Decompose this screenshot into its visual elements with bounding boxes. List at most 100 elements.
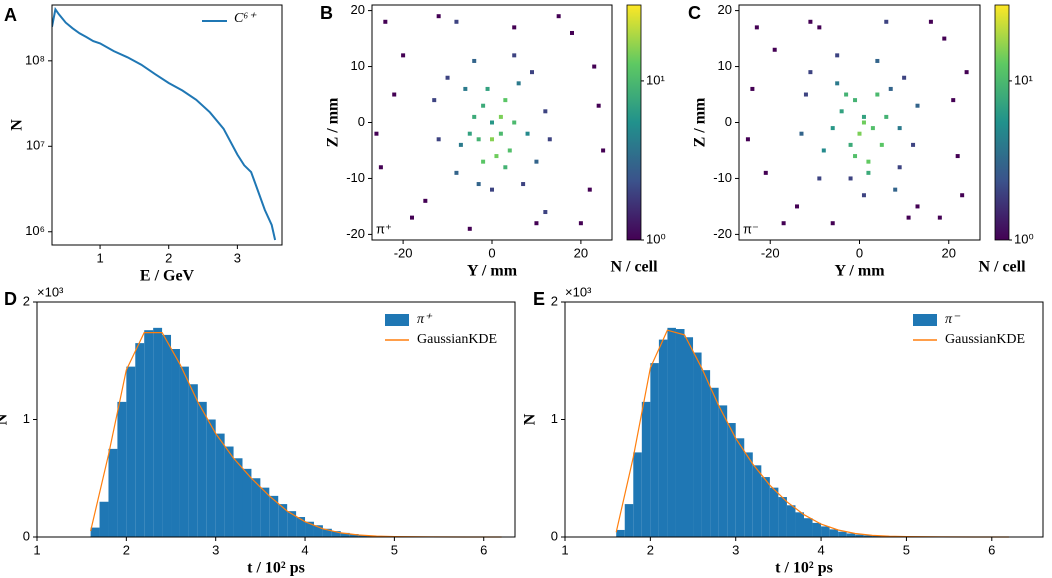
histogram-bar bbox=[233, 458, 243, 537]
histogram-bar bbox=[322, 528, 332, 537]
scatter-point bbox=[808, 70, 813, 75]
scatter-point bbox=[512, 120, 517, 125]
scatter-point bbox=[830, 126, 835, 131]
scatter-point bbox=[848, 142, 853, 147]
scatter-point bbox=[530, 70, 534, 75]
x-tick-label: 2 bbox=[123, 542, 130, 557]
panel: A C⁶⁺ 1 2 3 10⁶ 10⁷ 10⁸ E / GeV N bbox=[4, 4, 283, 285]
histogram-bar bbox=[126, 366, 136, 537]
scatter-point bbox=[803, 92, 808, 97]
scatter-point bbox=[839, 109, 844, 114]
y-offset-label: ×10³ bbox=[565, 284, 592, 299]
y-tick-label: -20 bbox=[713, 226, 732, 241]
scatter-point bbox=[481, 103, 486, 108]
scatter-point bbox=[817, 176, 822, 181]
kde-line bbox=[615, 329, 1009, 538]
y-tick-label: 2 bbox=[551, 293, 558, 308]
scatter-point bbox=[454, 170, 459, 175]
panel-letter: A bbox=[4, 5, 17, 25]
x-axis-label: Y / mm bbox=[467, 263, 518, 280]
scatter-point bbox=[857, 131, 862, 136]
y-tick-label: 0 bbox=[23, 528, 30, 543]
y-axis-label: N bbox=[522, 413, 539, 425]
histogram-bar bbox=[693, 352, 702, 537]
scatter-point bbox=[861, 193, 866, 198]
scatter-point bbox=[750, 86, 755, 91]
histogram-bar bbox=[624, 504, 634, 537]
histogram-bar bbox=[812, 522, 822, 537]
scatter-point bbox=[458, 142, 463, 147]
y-axis-label: Z / mm bbox=[692, 97, 709, 147]
y-tick-label: 10⁷ bbox=[26, 138, 45, 153]
histogram-bar bbox=[786, 505, 796, 537]
scatter-point bbox=[516, 81, 521, 86]
scatter-point bbox=[432, 98, 437, 103]
scatter-point bbox=[821, 148, 826, 153]
histogram-bar bbox=[846, 533, 856, 537]
legend-label: GaussianKDE bbox=[945, 332, 1025, 347]
scatter-point bbox=[534, 159, 539, 164]
scatter-point bbox=[754, 25, 759, 30]
colorbar-tick-label: 10¹ bbox=[646, 72, 665, 87]
scatter-point bbox=[861, 114, 866, 119]
y-offset-label: ×10³ bbox=[37, 284, 64, 299]
colorbar-tick-label: 10⁰ bbox=[1014, 231, 1034, 246]
histogram-bar bbox=[710, 387, 719, 537]
scatter-point bbox=[951, 98, 956, 103]
scatter-point bbox=[401, 53, 406, 58]
scatter-point bbox=[915, 204, 920, 209]
x-tick-label: 5 bbox=[391, 542, 398, 557]
scatter-point bbox=[383, 19, 388, 24]
legend-swatch bbox=[385, 314, 409, 326]
y-tick-label: -20 bbox=[346, 226, 365, 241]
scatter-point bbox=[781, 221, 786, 226]
axes-frame bbox=[51, 4, 283, 246]
scatter-point bbox=[960, 193, 965, 198]
x-tick-label: 0 bbox=[488, 245, 495, 260]
scatter-point bbox=[481, 159, 486, 164]
y-tick-label: 10 bbox=[718, 58, 732, 73]
histogram-bar bbox=[795, 512, 804, 537]
x-tick-label: 3 bbox=[732, 542, 739, 557]
x-tick-label: -20 bbox=[761, 245, 780, 260]
histogram-bar bbox=[90, 527, 100, 537]
histogram-bar bbox=[197, 401, 207, 537]
scatter-point bbox=[835, 81, 840, 86]
histogram-bar bbox=[162, 334, 172, 537]
scatter-point bbox=[911, 142, 916, 147]
y-axis-label: Z / mm bbox=[325, 97, 342, 147]
histogram-bar bbox=[349, 534, 359, 537]
y-tick-label: 10⁶ bbox=[25, 223, 45, 238]
scatter-point bbox=[436, 137, 441, 142]
scatter-point bbox=[937, 215, 942, 220]
x-tick-label: 2 bbox=[647, 542, 654, 557]
histogram-bar bbox=[215, 433, 225, 537]
scatter-point bbox=[884, 114, 889, 119]
scatter-point bbox=[893, 187, 898, 192]
histogram-bar bbox=[658, 339, 668, 537]
histogram-bar bbox=[650, 363, 659, 537]
y-axis-label: N bbox=[9, 119, 26, 131]
scatter-point bbox=[378, 165, 383, 170]
scatter-point bbox=[772, 47, 777, 52]
scatter-point bbox=[897, 165, 902, 170]
histogram-bar bbox=[278, 504, 288, 537]
scatter-point bbox=[844, 92, 849, 97]
scatter-point bbox=[556, 14, 561, 19]
histogram-bar bbox=[752, 465, 762, 537]
x-tick-label: 3 bbox=[234, 250, 241, 265]
histogram-bar bbox=[804, 518, 813, 537]
histogram-bar bbox=[641, 401, 651, 537]
histogram-bar bbox=[153, 327, 163, 537]
scatter-point bbox=[423, 198, 428, 203]
legend-label: π⁺ bbox=[417, 312, 433, 327]
x-tick-label: -20 bbox=[394, 245, 413, 260]
legend-label: GaussianKDE bbox=[417, 332, 497, 347]
histogram-bar bbox=[778, 497, 787, 537]
scatter-point bbox=[870, 126, 875, 131]
scatter-point bbox=[848, 176, 853, 181]
histogram-bar bbox=[224, 446, 234, 537]
scatter-point bbox=[817, 25, 822, 30]
